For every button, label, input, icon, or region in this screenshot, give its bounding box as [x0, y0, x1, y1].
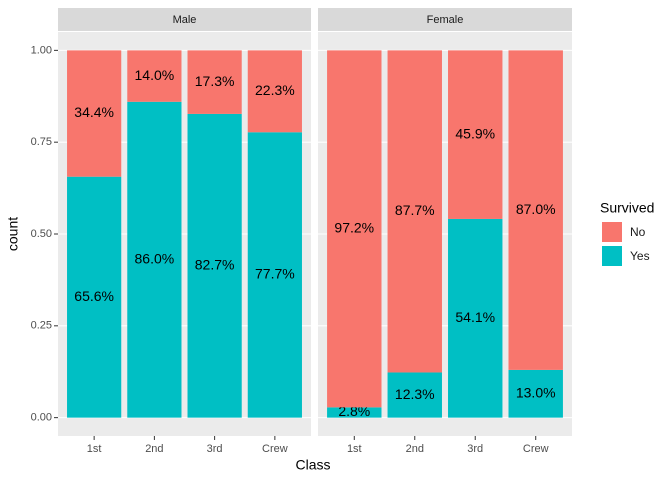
value-label: 45.9% [455, 125, 495, 141]
bar-segment [387, 372, 442, 418]
strip-background [318, 8, 572, 31]
legend-key [602, 222, 622, 242]
bar-segment [127, 101, 182, 418]
value-label: 34.4% [74, 104, 114, 120]
value-label: 86.0% [135, 250, 175, 266]
legend-label: Yes [630, 249, 650, 263]
legend-key [602, 246, 622, 266]
y-tick-label: 0.50 [31, 228, 52, 240]
y-tick-label: 0.25 [31, 320, 52, 332]
value-label: 13.0% [516, 384, 556, 400]
facet-title: Male [173, 14, 197, 26]
value-label: 82.7% [195, 256, 235, 272]
bar-segment [448, 218, 503, 418]
value-label: 97.2% [334, 220, 374, 236]
value-label: 14.0% [135, 67, 175, 83]
bar-segment [448, 50, 503, 219]
x-tick-label: 3rd [207, 443, 223, 455]
y-tick-label: 1.00 [31, 44, 52, 56]
bar-segment [327, 407, 382, 418]
value-label: 77.7% [255, 266, 295, 282]
bar-segment [247, 132, 302, 418]
value-label: 87.7% [395, 202, 435, 218]
bar-segment [387, 50, 442, 373]
facet-title: Female [427, 14, 464, 26]
legend-label: No [630, 225, 646, 239]
y-tick-label: 0.75 [31, 136, 52, 148]
legend-title: Survived [600, 200, 654, 216]
bar-segment [67, 176, 122, 418]
x-axis-label: Class [295, 457, 330, 473]
x-tick-label: 3rd [467, 443, 483, 455]
bar-segment [508, 50, 563, 370]
strip-background [58, 8, 311, 31]
value-label: 54.1% [455, 309, 495, 325]
y-tick-label: 0.00 [31, 412, 52, 424]
bar-segment [67, 50, 122, 177]
x-tick-label: 2nd [145, 443, 163, 455]
value-label: 87.0% [516, 201, 556, 217]
bar-segment [187, 50, 242, 114]
value-label: 17.3% [195, 73, 235, 89]
y-axis-label: count [5, 217, 21, 251]
x-tick-label: 2nd [406, 443, 424, 455]
x-tick-label: Crew [262, 443, 288, 455]
bar-segment [327, 50, 382, 408]
x-tick-label: Crew [523, 443, 549, 455]
bar-segment [508, 369, 563, 418]
value-label: 65.6% [74, 288, 114, 304]
value-label: 22.3% [255, 82, 295, 98]
bar-segment [187, 113, 242, 418]
x-tick-label: 1st [347, 443, 362, 455]
bar-segment [247, 50, 302, 133]
value-label: 12.3% [395, 386, 435, 402]
bar-segment [127, 50, 182, 102]
x-tick-label: 1st [87, 443, 102, 455]
